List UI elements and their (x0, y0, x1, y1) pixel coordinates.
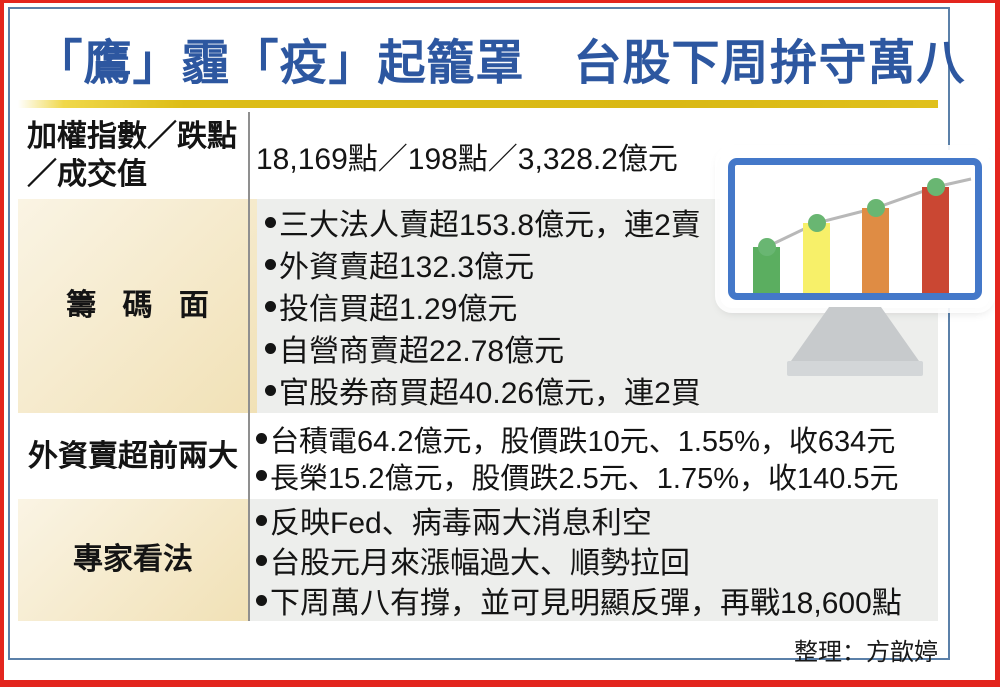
bullet-text: 外資賣超132.3億元 (279, 251, 535, 284)
chart-dot-icon (757, 238, 776, 256)
bullet-text: 官股券商買超40.26億元，連2買 (279, 377, 701, 410)
row-content: 台積電64.2億元，股價跌10元、1.55%，收634元 長榮15.2億元，股價… (248, 419, 938, 495)
bullet-text: 自營商賣超22.78億元 (279, 335, 565, 368)
bullet-text: 反映Fed、病毒兩大消息利空 (270, 507, 652, 540)
credit-line: 整理：方歆婷 (794, 639, 938, 666)
bullet-item: 投信買超1.29億元 (265, 285, 938, 327)
gold-divider-bar (18, 100, 938, 108)
bullet-item: 台積電64.2億元，股價跌10元、1.55%，收634元 (256, 420, 938, 458)
bullet-text: 台積電64.2億元，股價跌10元、1.55%，收634元 (270, 425, 896, 458)
row-label: 籌 碼 面 (18, 199, 257, 413)
table-row-index-summary: 加權指數／跌點／成交值 18,169點／198點／3,328.2億元 (18, 112, 938, 199)
bullet-text: 下周萬八有撐，並可見明顯反彈，再戰18,600點 (270, 587, 902, 620)
monitor-frame (728, 158, 982, 300)
bar-chart-icon (735, 165, 975, 293)
bullet-item: 下周萬八有撐，並可見明顯反彈，再戰18,600點 (256, 580, 938, 620)
monitor-base (787, 361, 923, 376)
chart-dot-icon (807, 214, 826, 232)
row-label: 外資賣超前兩大 (28, 440, 238, 473)
bullet-icon (265, 342, 276, 354)
bullet-icon (256, 514, 267, 526)
column-divider (248, 112, 250, 621)
row-content: 反映Fed、病毒兩大消息利空 台股元月來漲幅過大、順勢拉回 下周萬八有撐，並可見… (248, 499, 938, 621)
monitor-chart-illustration (720, 150, 990, 376)
bullet-icon (256, 433, 267, 444)
chart-dot-icon (926, 178, 945, 196)
row-label: 加權指數／跌點／成交值 (27, 119, 237, 191)
bullet-icon (265, 258, 276, 270)
row-label: 專家看法 (18, 499, 248, 621)
table-row-expert-view: 專家看法 反映Fed、病毒兩大消息利空 台股元月來漲幅過大、順勢拉回 下周萬八有… (18, 499, 938, 621)
chart-bar (922, 187, 949, 293)
chart-bar (803, 223, 830, 293)
bullet-text: 三大法人賣超153.8億元，連2賣 (279, 209, 701, 242)
bullet-text: 台股元月來漲幅過大、順勢拉回 (270, 547, 690, 580)
bullet-icon (265, 384, 276, 396)
table-row-foreign-selling: 外資賣超前兩大 台積電64.2億元，股價跌10元、1.55%，收634元 長榮1… (18, 419, 938, 495)
bullet-item: 自營商賣超22.78億元 (265, 327, 938, 369)
bullet-item: 三大法人賣超153.8億元，連2賣 (265, 201, 938, 243)
monitor-screen (720, 150, 990, 308)
bullet-icon (256, 470, 267, 481)
page-title: 「鷹」霾「疫」起籠罩 台股下周拚守萬八 (34, 37, 966, 90)
bullet-item: 長榮15.2億元，股價跌2.5元、1.75%，收140.5元 (256, 457, 938, 495)
row-content: 18,169點／198點／3,328.2億元 (248, 112, 938, 199)
bullet-item: 反映Fed、病毒兩大消息利空 (256, 500, 938, 540)
bullet-item: 官股券商買超40.26億元，連2買 (265, 369, 938, 411)
bullet-icon (265, 300, 276, 312)
chart-bar (862, 208, 889, 293)
bullet-text: 投信買超1.29億元 (279, 293, 518, 326)
index-value: 18,169點／198點／3,328.2億元 (256, 142, 678, 176)
bullet-item: 台股元月來漲幅過大、順勢拉回 (256, 540, 938, 580)
chart-dot-icon (866, 199, 885, 217)
bullet-icon (256, 594, 267, 606)
bullet-icon (256, 554, 267, 566)
bullet-text: 長榮15.2億元，股價跌2.5元、1.75%，收140.5元 (270, 462, 899, 495)
bullet-icon (265, 216, 276, 228)
bullet-item: 外資賣超132.3億元 (265, 243, 938, 285)
monitor-stand (791, 307, 919, 361)
